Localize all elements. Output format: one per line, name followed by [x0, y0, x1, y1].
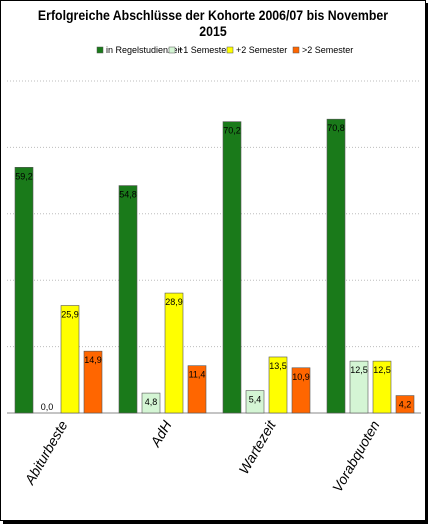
data-label: 59,2: [15, 171, 33, 181]
bar: [164, 292, 184, 414]
legend-label: +2 Semester: [236, 45, 287, 55]
data-label: 4,8: [145, 397, 158, 407]
category-label: AdH: [147, 417, 175, 450]
bar: [141, 392, 161, 414]
legend-swatch: [168, 46, 176, 54]
data-label: 54,8: [119, 190, 137, 200]
data-label: 10,9: [292, 372, 310, 382]
bar: [268, 356, 288, 414]
chart-title: Erfolgreiche Abschlüsse der Kohorte 2006…: [37, 7, 389, 39]
data-label: 70,2: [223, 126, 241, 136]
legend-item: in Regelstudienzeit: [96, 45, 183, 55]
category-label: Vorabquoten: [329, 418, 383, 495]
legend-label: in Regelstudienzeit: [106, 45, 183, 55]
bar: [245, 390, 265, 414]
legend-item: +2 Semester: [226, 45, 287, 55]
data-label: 12,5: [373, 365, 391, 375]
bar: [291, 367, 311, 414]
bar: [222, 121, 242, 414]
bar: [395, 395, 415, 414]
bar: [349, 360, 369, 414]
legend-item: +1 Semester: [168, 45, 229, 55]
legend-swatch: [96, 46, 104, 54]
data-label: 70,8: [327, 123, 345, 133]
bar: [14, 167, 34, 414]
bar: [118, 185, 138, 414]
bar: [187, 365, 207, 414]
legend-label: +1 Semester: [178, 45, 229, 55]
legend-swatch: [226, 46, 234, 54]
data-label: 25,9: [61, 310, 79, 320]
data-label: 5,4: [249, 395, 262, 405]
data-label: 28,9: [165, 297, 183, 307]
legend-label: >2 Semester: [302, 45, 353, 55]
category-label: Abiturbeste: [21, 418, 71, 488]
bar: [83, 350, 103, 414]
data-label: 0,0: [41, 402, 54, 412]
legend-swatch: [292, 46, 300, 54]
data-label: 4,2: [399, 400, 412, 410]
legend-item: >2 Semester: [292, 45, 353, 55]
data-label: 11,4: [189, 370, 206, 380]
data-label: 12,5: [350, 365, 368, 375]
data-label: 13,5: [269, 361, 287, 371]
data-label: 14,9: [84, 355, 102, 365]
category-label: Wartezeit: [235, 417, 279, 477]
bar: [372, 360, 392, 414]
bar: [326, 118, 346, 414]
bar: [60, 305, 80, 414]
